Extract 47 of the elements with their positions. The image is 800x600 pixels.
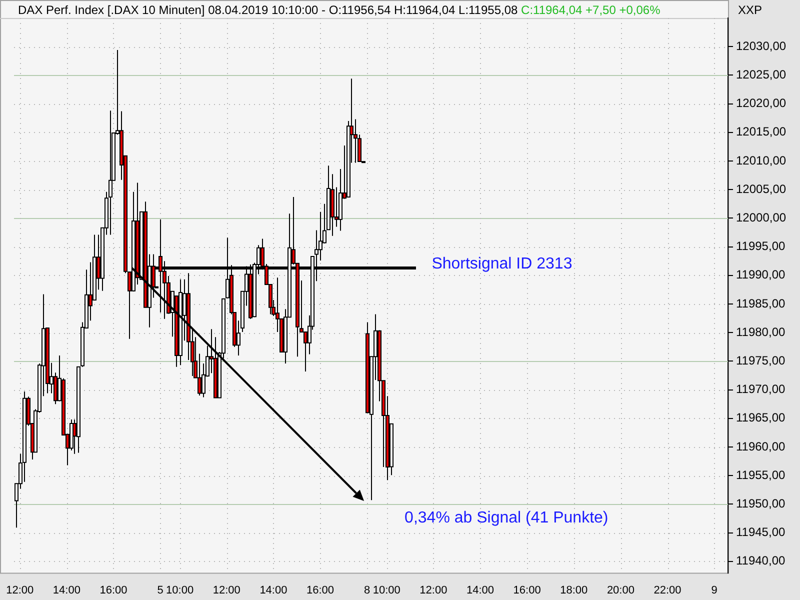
x-tick-label: 5 — [157, 584, 164, 596]
x-tick-label: 22:00 — [654, 584, 682, 596]
y-tick-label: 12020,00 — [736, 96, 786, 110]
candlestick — [330, 174, 334, 236]
x-tick-label: 14:00 — [466, 584, 494, 596]
x-tick-label: 20:00 — [606, 584, 634, 596]
candlestick — [108, 110, 112, 236]
x-tick-label: 10:00 — [166, 584, 194, 596]
ref-line-label: Shortsignal ID 2313 — [432, 255, 572, 272]
x-tick-label: 16:00 — [513, 584, 541, 596]
x-tick-label: 18:00 — [560, 584, 588, 596]
x-tick-label: 10:00 — [372, 584, 400, 596]
y-tick-label: 11980,00 — [736, 324, 786, 339]
y-tick-label: 12025,00 — [736, 68, 786, 82]
x-tick-label: 8 — [364, 584, 370, 596]
candlestick — [198, 353, 202, 396]
x-tick-label: 12:00 — [212, 584, 240, 596]
candlestick — [366, 322, 370, 414]
y-axis-title: XXP — [738, 3, 762, 17]
x-tick-label: 16:00 — [100, 584, 128, 596]
annotation: 0,34% ab Signal (41 Punkte) — [404, 509, 608, 526]
x-tick-label: 14:00 — [52, 584, 80, 596]
x-tick-label: 12:00 — [6, 584, 34, 596]
y-tick-label: 12030,00 — [736, 38, 786, 53]
y-tick-label: 11940,00 — [736, 554, 786, 568]
y-tick-label: 11955,00 — [736, 468, 786, 482]
x-tick-label: 14:00 — [260, 584, 288, 596]
chart-title: DAX Perf. Index [.DAX 10 Minuten] 08.04.2019 10:10:00 - O:11956,54 H:11964,04 L:11955,08 — [18, 3, 518, 17]
y-tick-label: 11970,00 — [736, 382, 786, 396]
x-tick-label: 16:00 — [306, 584, 334, 596]
y-tick-label: 11950,00 — [736, 496, 786, 510]
y-tick-label: 11995,00 — [736, 239, 786, 254]
x-tick-label: 9 — [711, 584, 718, 596]
y-tick-label: 12000,00 — [736, 210, 786, 224]
chart-subtitle: C:11964,04 +7,50 +0,06% — [521, 3, 660, 17]
y-tick-label: 12015,00 — [736, 124, 786, 139]
y-tick-label: 11985,00 — [736, 296, 786, 310]
candlestick — [178, 278, 182, 366]
y-tick-label: 11990,00 — [736, 268, 786, 282]
y-tick-label: 11965,00 — [736, 410, 786, 425]
y-tick-label: 12005,00 — [736, 182, 786, 196]
y-tick-label: 11960,00 — [736, 439, 786, 454]
candlestick — [338, 168, 342, 232]
y-tick-label: 12010,00 — [736, 153, 786, 168]
y-tick-label: 11975,00 — [736, 353, 786, 368]
x-tick-label: 12:00 — [420, 584, 448, 596]
y-tick-label: 11945,00 — [736, 525, 786, 540]
